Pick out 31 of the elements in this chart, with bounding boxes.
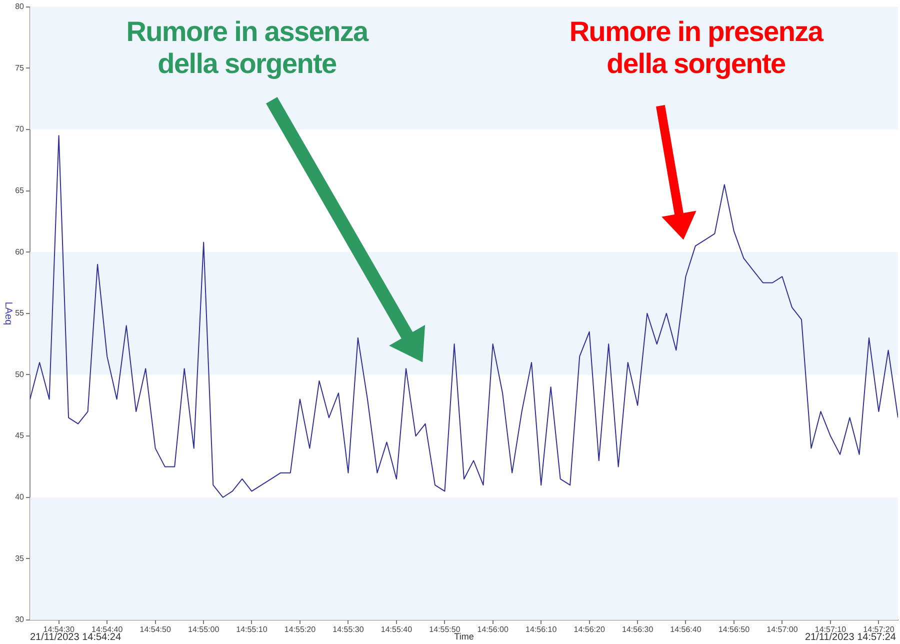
x-tick-label: 14:55:40 <box>380 625 413 634</box>
x-tick-label: 14:55:30 <box>332 625 364 634</box>
y-tick-label: 70 <box>15 124 25 134</box>
x-tick-label: 14:56:10 <box>526 625 558 634</box>
text: 21/11/2023 14:54:24 <box>30 632 122 643</box>
x-tick-label: 14:55:10 <box>236 625 268 634</box>
x-tick-label: 14:57:20 <box>863 625 895 634</box>
annotation: Rumore in presenza della sorgente <box>569 16 823 80</box>
x-tick-label: 14:56:20 <box>574 625 606 634</box>
x-tick-label: 14:56:00 <box>477 625 509 634</box>
y-tick-label: 75 <box>15 63 25 72</box>
y-axis-title: LAeq <box>2 302 14 326</box>
y-tick-label: 60 <box>15 247 25 256</box>
y-tick-label: 50 <box>15 370 25 379</box>
x-tick-label: 14:56:30 <box>622 625 654 634</box>
x-tick-label: 14:55:20 <box>284 625 316 634</box>
y-tick-label: 55 <box>15 308 25 318</box>
y-tick-label: 30 <box>15 615 25 624</box>
x-tick-label: 14:57:00 <box>766 625 798 634</box>
y-tick-label: 45 <box>15 431 25 440</box>
y-tick-label: 80 <box>15 2 25 12</box>
x-tick-label: 14:54:50 <box>140 625 172 634</box>
text: 21/11/2023 14:57:24 <box>804 632 896 643</box>
x-tick-label: 14:56:50 <box>718 625 750 634</box>
y-tick-label: 40 <box>15 492 25 502</box>
annotation: Rumore in assenza della sorgente <box>126 16 368 80</box>
x-tick-label: 14:54:40 <box>92 625 124 634</box>
y-tick-label: 65 <box>15 186 25 195</box>
x-tick-label: 14:56:40 <box>670 625 702 634</box>
y-tick-label: 35 <box>15 554 25 563</box>
x-tick-label: 14:55:00 <box>188 625 220 634</box>
